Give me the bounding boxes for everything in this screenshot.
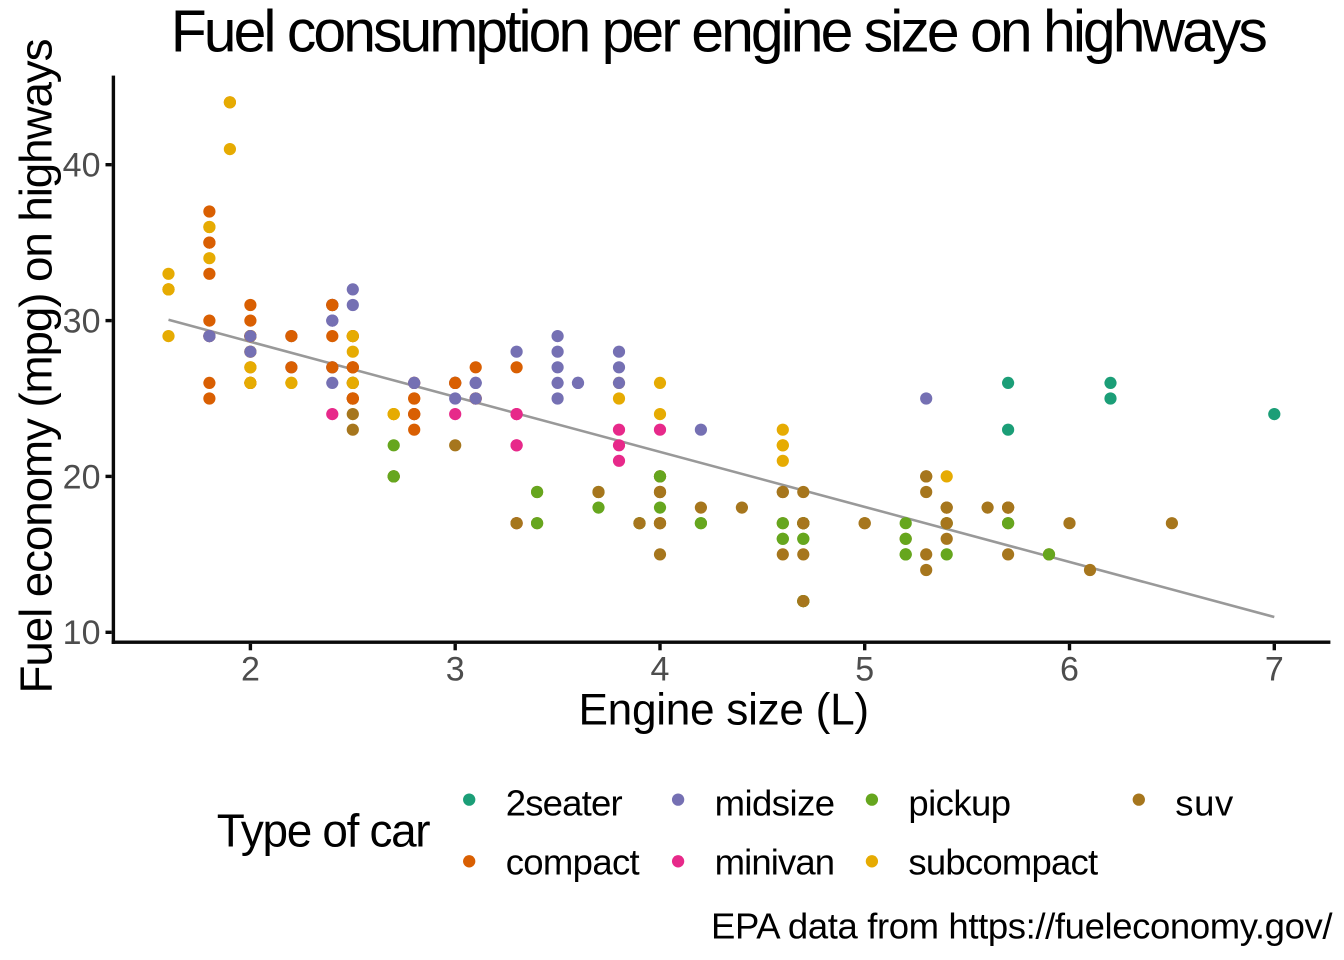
svg-text:2seater: 2seater <box>506 783 623 824</box>
svg-text:10: 10 <box>63 614 101 652</box>
svg-text:5: 5 <box>855 651 874 689</box>
svg-text:6: 6 <box>1060 651 1079 689</box>
svg-text:4: 4 <box>651 651 670 689</box>
svg-text:40: 40 <box>63 147 101 185</box>
svg-text:7: 7 <box>1265 651 1284 689</box>
svg-text:30: 30 <box>63 303 101 341</box>
svg-text:Fuel consumption per engine si: Fuel consumption per engine size on high… <box>171 0 1268 65</box>
svg-text:Fuel economy (mpg) on highways: Fuel economy (mpg) on highways <box>11 39 62 694</box>
svg-text:20: 20 <box>63 458 101 496</box>
svg-text:subcompact: subcompact <box>908 842 1098 883</box>
svg-text:midsize: midsize <box>715 783 836 824</box>
svg-text:minivan: minivan <box>715 842 836 883</box>
svg-text:suv: suv <box>1175 783 1234 824</box>
svg-text:pickup: pickup <box>908 783 1011 824</box>
svg-text:2: 2 <box>241 651 260 689</box>
svg-text:EPA data from https://fuelecon: EPA data from https://fueleconomy.gov/ <box>711 906 1333 947</box>
svg-text:compact: compact <box>506 842 640 883</box>
svg-text:Engine size (L): Engine size (L) <box>579 685 870 734</box>
svg-text:Type of car: Type of car <box>217 804 431 856</box>
svg-text:3: 3 <box>446 651 465 689</box>
